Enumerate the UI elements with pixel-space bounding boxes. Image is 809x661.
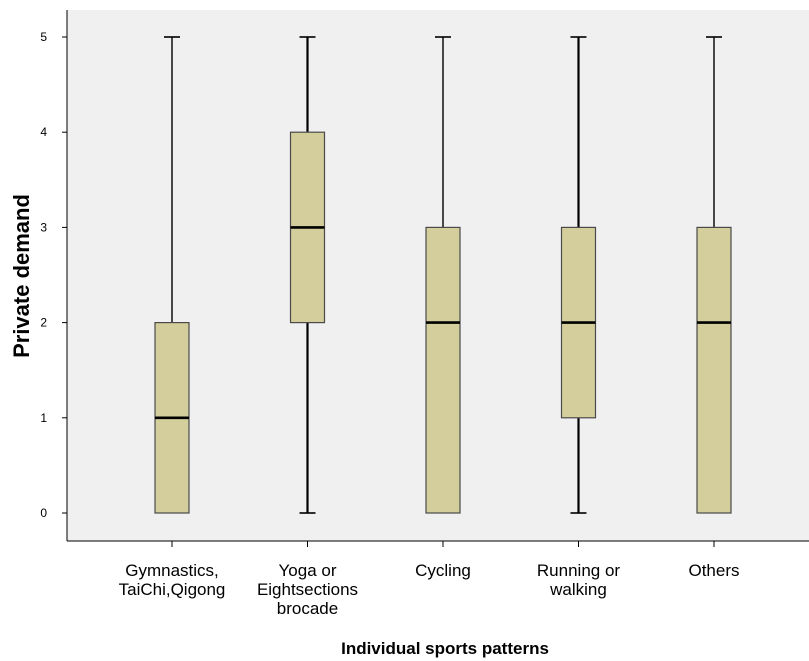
x-category-label-line: walking (549, 580, 607, 599)
box-group (425, 36, 461, 514)
x-category-label-line: Yoga or (279, 561, 337, 580)
axes (66, 10, 809, 547)
x-category-labels: Gymnastics, TaiChi,Qigong Yoga or Eightsect… (119, 561, 740, 618)
box (425, 226, 461, 514)
y-tick-labels: 0 1 2 3 4 5 (40, 30, 67, 520)
box-group (560, 36, 597, 514)
x-category-label-line: Eightsections (257, 580, 358, 599)
x-category-label: Running or walking (537, 561, 621, 599)
x-category-label: Others (688, 561, 739, 580)
x-category-label: Cycling (415, 561, 471, 580)
box-group (154, 36, 190, 514)
x-category-label-line: TaiChi,Qigong (119, 580, 226, 599)
x-category-label-line: Running or (537, 561, 621, 580)
y-tick-label: 4 (40, 125, 47, 139)
y-tick-label: 1 (40, 411, 47, 425)
x-category-label-line: Cycling (415, 561, 471, 580)
box-group (289, 36, 326, 514)
x-category-label: Yoga or Eightsections brocade (257, 561, 358, 618)
y-tick-label: 3 (40, 220, 47, 234)
y-tick-label: 5 (40, 30, 47, 44)
x-category-label-line: brocade (277, 599, 338, 618)
x-category-label-line: Gymnastics, (125, 561, 219, 580)
box (696, 226, 732, 514)
y-tick-label: 0 (40, 506, 47, 520)
box-group (696, 36, 732, 514)
x-category-label: Gymnastics, TaiChi,Qigong (119, 561, 226, 599)
y-axis-title: Private demand (9, 194, 34, 358)
x-category-label-line: Others (688, 561, 739, 580)
y-tick-label: 2 (40, 316, 47, 330)
x-axis-title: Individual sports patterns (341, 639, 549, 658)
box-series (154, 36, 732, 514)
